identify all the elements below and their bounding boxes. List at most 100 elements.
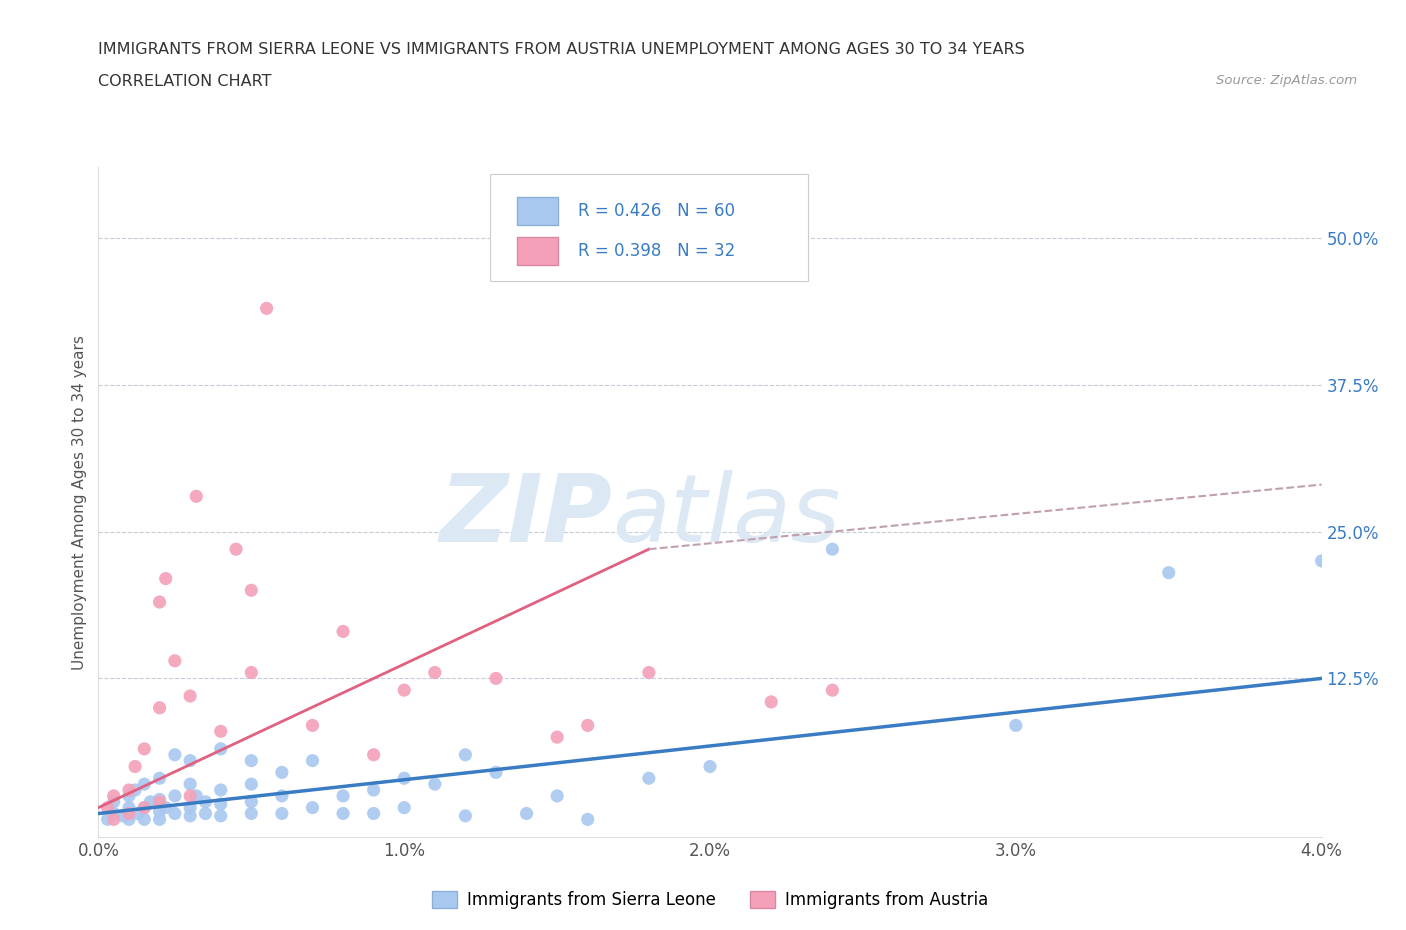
Point <box>240 583 263 598</box>
FancyBboxPatch shape <box>517 197 558 225</box>
Point <box>270 765 294 780</box>
Point <box>118 782 141 797</box>
Point <box>546 789 568 804</box>
Point <box>179 688 201 703</box>
Point <box>163 748 186 763</box>
Point <box>103 794 125 809</box>
Point <box>270 789 294 804</box>
Point <box>576 718 599 733</box>
Point <box>256 301 278 316</box>
Point <box>637 665 661 680</box>
Point <box>392 771 416 786</box>
Point <box>332 789 354 804</box>
Point <box>179 808 201 823</box>
Point <box>103 806 125 821</box>
Point <box>97 812 120 827</box>
Point <box>103 789 125 804</box>
Point <box>134 800 156 815</box>
Point <box>209 797 232 812</box>
Point <box>134 800 156 815</box>
Point <box>179 789 201 804</box>
Point <box>209 741 232 756</box>
Text: ZIP: ZIP <box>439 470 612 562</box>
Point <box>149 792 172 807</box>
Point <box>97 800 120 815</box>
Point <box>240 794 263 809</box>
Text: R = 0.426   N = 60: R = 0.426 N = 60 <box>578 202 735 219</box>
Text: R = 0.398   N = 32: R = 0.398 N = 32 <box>578 242 735 260</box>
Point <box>118 812 141 827</box>
Point <box>179 777 201 791</box>
Point <box>186 489 208 504</box>
Point <box>485 765 508 780</box>
Point <box>134 741 156 756</box>
Point <box>546 730 568 745</box>
Point <box>118 806 141 821</box>
Point <box>225 542 247 557</box>
Point <box>332 624 354 639</box>
Point <box>332 806 354 821</box>
Point <box>699 759 721 774</box>
Point <box>1310 553 1333 568</box>
Point <box>155 571 177 586</box>
Point <box>301 800 323 815</box>
Point <box>155 800 177 815</box>
Point <box>301 753 323 768</box>
Point <box>134 812 156 827</box>
Point <box>163 806 186 821</box>
Point <box>163 654 186 669</box>
Point <box>363 782 385 797</box>
Point <box>423 777 446 791</box>
Point <box>209 724 232 738</box>
Point <box>149 794 172 809</box>
Point <box>454 808 477 823</box>
Point <box>1157 565 1180 580</box>
Text: Source: ZipAtlas.com: Source: ZipAtlas.com <box>1216 74 1357 87</box>
Point <box>209 808 232 823</box>
FancyBboxPatch shape <box>517 237 558 265</box>
Point <box>240 753 263 768</box>
Point <box>134 777 156 791</box>
Point <box>363 806 385 821</box>
Y-axis label: Unemployment Among Ages 30 to 34 years: Unemployment Among Ages 30 to 34 years <box>72 335 87 670</box>
Point <box>454 748 477 763</box>
Point <box>179 753 201 768</box>
Point <box>821 683 844 698</box>
Text: IMMIGRANTS FROM SIERRA LEONE VS IMMIGRANTS FROM AUSTRIA UNEMPLOYMENT AMONG AGES : IMMIGRANTS FROM SIERRA LEONE VS IMMIGRAN… <box>98 42 1025 57</box>
Point <box>1004 718 1026 733</box>
Point <box>392 800 416 815</box>
Point <box>149 771 172 786</box>
Point <box>240 806 263 821</box>
Text: CORRELATION CHART: CORRELATION CHART <box>98 74 271 89</box>
Point <box>485 671 508 685</box>
Point <box>576 812 599 827</box>
Point <box>423 665 446 680</box>
Point <box>149 594 172 609</box>
Point <box>209 782 232 797</box>
Point <box>194 806 217 821</box>
Point <box>111 808 134 823</box>
Point <box>103 812 125 827</box>
Point <box>637 771 661 786</box>
Point <box>179 800 201 815</box>
Point <box>149 804 172 818</box>
Point <box>186 789 208 804</box>
Text: atlas: atlas <box>612 470 841 561</box>
Point <box>392 683 416 698</box>
Point <box>149 812 172 827</box>
Legend: Immigrants from Sierra Leone, Immigrants from Austria: Immigrants from Sierra Leone, Immigrants… <box>426 884 994 916</box>
Point <box>240 665 263 680</box>
Point <box>124 759 146 774</box>
Point <box>124 782 146 797</box>
Point <box>301 718 323 733</box>
Point <box>240 777 263 791</box>
Point <box>821 542 844 557</box>
Point <box>759 695 782 710</box>
FancyBboxPatch shape <box>489 174 808 281</box>
Point <box>127 806 149 821</box>
Point <box>139 794 162 809</box>
Point <box>118 789 141 804</box>
Point <box>194 794 217 809</box>
Point <box>149 700 172 715</box>
Point <box>163 789 186 804</box>
